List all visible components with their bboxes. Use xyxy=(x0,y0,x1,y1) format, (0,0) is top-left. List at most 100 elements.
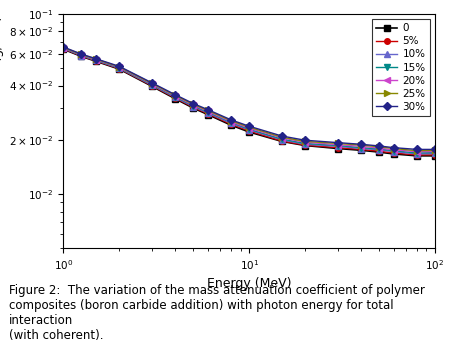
20% xyxy=(93,58,99,62)
20% xyxy=(149,82,155,86)
Line: 20%: 20% xyxy=(61,45,438,155)
0 xyxy=(376,150,382,154)
15% xyxy=(246,127,252,131)
20% xyxy=(61,46,66,50)
15% xyxy=(205,110,211,114)
15% xyxy=(116,66,122,70)
Line: 15%: 15% xyxy=(61,45,438,156)
15% xyxy=(391,149,396,153)
0 xyxy=(116,67,122,71)
30% xyxy=(93,57,99,61)
10% xyxy=(79,53,84,58)
10% xyxy=(61,46,66,50)
30% xyxy=(61,45,66,49)
30% xyxy=(173,92,178,97)
0 xyxy=(149,84,155,88)
10% xyxy=(279,138,284,142)
25% xyxy=(414,149,419,153)
10% xyxy=(414,152,419,156)
Line: 25%: 25% xyxy=(61,45,438,154)
Line: 0: 0 xyxy=(61,47,438,159)
0 xyxy=(358,148,364,152)
15% xyxy=(358,146,364,150)
15% xyxy=(149,82,155,87)
10% xyxy=(228,121,234,125)
15% xyxy=(93,58,99,62)
25% xyxy=(279,135,284,139)
5% xyxy=(414,153,419,157)
30% xyxy=(279,134,284,138)
20% xyxy=(335,142,341,147)
10% xyxy=(205,111,211,115)
15% xyxy=(61,46,66,50)
5% xyxy=(149,84,155,88)
Legend: 0, 5%, 10%, 15%, 20%, 25%, 30%: 0, 5%, 10%, 15%, 20%, 25%, 30% xyxy=(372,19,430,116)
30% xyxy=(149,81,155,85)
Line: 5%: 5% xyxy=(61,46,438,158)
0 xyxy=(391,152,396,156)
Text: Figure 2:  The variation of the mass attenuation coefficient of polymer
composit: Figure 2: The variation of the mass atte… xyxy=(9,284,425,342)
20% xyxy=(302,140,308,144)
0 xyxy=(93,59,99,63)
0 xyxy=(414,154,419,158)
5% xyxy=(79,54,84,58)
15% xyxy=(335,144,341,148)
30% xyxy=(79,52,84,56)
30% xyxy=(116,64,122,68)
10% xyxy=(93,58,99,62)
10% xyxy=(335,144,341,148)
30% xyxy=(358,142,364,146)
25% xyxy=(61,45,66,49)
0 xyxy=(61,47,66,51)
20% xyxy=(191,103,196,107)
15% xyxy=(432,150,438,155)
20% xyxy=(205,109,211,114)
5% xyxy=(302,143,308,147)
30% xyxy=(205,108,211,112)
15% xyxy=(302,141,308,146)
20% xyxy=(279,136,284,140)
20% xyxy=(116,65,122,69)
Line: 30%: 30% xyxy=(61,44,438,152)
0 xyxy=(79,55,84,59)
X-axis label: Energy (MeV): Energy (MeV) xyxy=(207,277,291,290)
Line: 10%: 10% xyxy=(61,46,438,157)
10% xyxy=(302,142,308,146)
10% xyxy=(376,148,382,152)
25% xyxy=(93,57,99,61)
30% xyxy=(391,146,396,150)
0 xyxy=(279,139,284,144)
5% xyxy=(432,153,438,157)
30% xyxy=(432,147,438,151)
20% xyxy=(391,148,396,152)
0 xyxy=(302,144,308,148)
25% xyxy=(205,108,211,112)
15% xyxy=(414,151,419,155)
0 xyxy=(432,154,438,158)
5% xyxy=(93,59,99,63)
15% xyxy=(376,147,382,151)
25% xyxy=(335,141,341,146)
0 xyxy=(246,130,252,134)
0 xyxy=(191,106,196,110)
Y-axis label: Mass Attenuation Coefficient (g/cm²): Mass Attenuation Coefficient (g/cm²) xyxy=(0,16,4,246)
0 xyxy=(335,147,341,151)
5% xyxy=(358,147,364,151)
10% xyxy=(391,150,396,154)
10% xyxy=(432,151,438,156)
0 xyxy=(205,112,211,117)
5% xyxy=(391,151,396,155)
20% xyxy=(79,53,84,57)
10% xyxy=(173,95,178,99)
30% xyxy=(335,140,341,145)
10% xyxy=(149,83,155,87)
5% xyxy=(173,96,178,100)
25% xyxy=(228,119,234,123)
30% xyxy=(228,118,234,122)
30% xyxy=(191,101,196,106)
5% xyxy=(279,139,284,143)
0 xyxy=(228,123,234,127)
25% xyxy=(149,81,155,86)
20% xyxy=(414,150,419,154)
15% xyxy=(79,53,84,57)
